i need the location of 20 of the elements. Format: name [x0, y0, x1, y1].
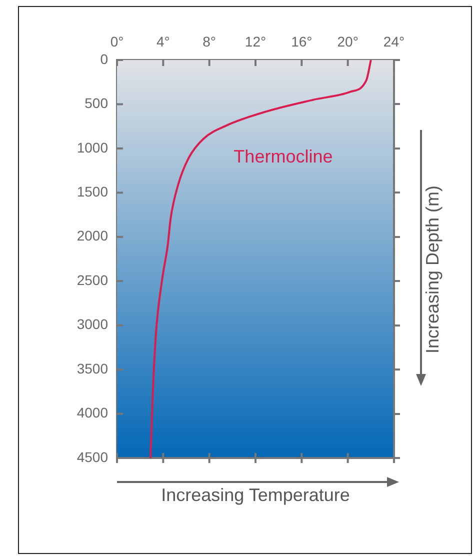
- y-tick-label: 3000: [76, 316, 108, 332]
- x-tick-label: 24°: [383, 33, 405, 50]
- y-tick-label: 1500: [76, 184, 108, 200]
- x-tick-label: 12°: [244, 33, 266, 50]
- x-tick-label: 16°: [291, 33, 312, 50]
- x-tick-label: 20°: [337, 33, 358, 50]
- annotation: Thermocline: [234, 146, 333, 166]
- y-tick-label: 2500: [76, 272, 108, 288]
- x-tick-label: 0°: [110, 33, 124, 50]
- x-tick-label: 8°: [202, 33, 216, 50]
- x-axis-title: Increasing Temperature: [160, 485, 351, 506]
- y-axis-title: Increasing Depth (m): [422, 184, 444, 356]
- y-tick-label: 2000: [76, 228, 108, 244]
- y-tick-label: 4500: [76, 448, 108, 465]
- y-tick-label: 0: [100, 50, 108, 67]
- y-tick-label: 3500: [76, 360, 108, 376]
- y-tick-label: 4000: [76, 404, 108, 421]
- y-tick-label: 500: [84, 95, 108, 112]
- x-tick-label: 4°: [156, 33, 170, 50]
- y-tick-label: 1000: [76, 139, 108, 156]
